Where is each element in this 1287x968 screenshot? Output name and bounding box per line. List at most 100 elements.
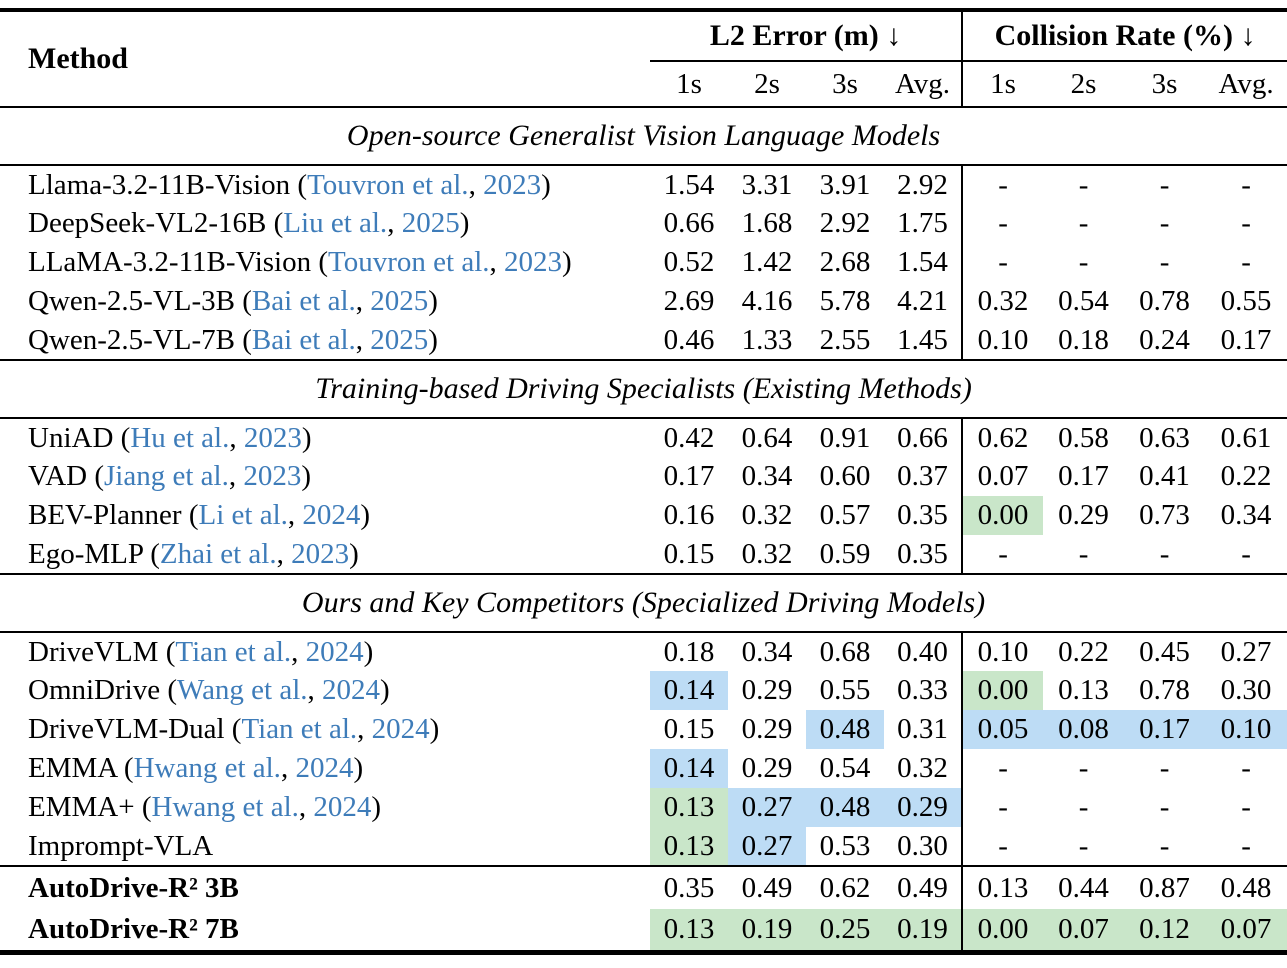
citation-year-link[interactable]: 2024: [305, 635, 364, 668]
citation-year-link[interactable]: 2023: [291, 537, 350, 570]
cr-2s-cell: -: [1078, 537, 1089, 570]
down-arrow-icon: ↓: [886, 19, 902, 52]
l2-avg-cell: 0.29: [884, 788, 963, 827]
method-cell: LLaMA-3.2-11B-Vision (Touvron et al., 20…: [28, 246, 572, 278]
method-cell: Qwen-2.5-VL-7B (Bai et al., 2025): [28, 323, 438, 356]
cr-avg-cell: -: [1241, 791, 1251, 823]
cr-avg-cell: 0.22: [1220, 460, 1272, 492]
table-row: DriveVLM-Dual (Tian et al., 2024) 0.15 0.2…: [0, 710, 1287, 749]
cr-avg-cell: 0.34: [1220, 499, 1272, 531]
citation-link[interactable]: Hwang et al.: [133, 752, 281, 784]
l2-1s-cell: 0.66: [663, 207, 715, 239]
l2-avg-cell: 0.19: [884, 909, 963, 952]
cr-avg-cell: -: [1241, 829, 1251, 862]
l2-2s-header: 2s: [754, 67, 780, 100]
method-cell: BEV-Planner (Li et al., 2024): [28, 499, 371, 531]
l2-error-group-header: L2 Error (m) ↓: [650, 10, 963, 62]
l2-avg-cell: 1.54: [897, 246, 948, 278]
table-row: EMMA (Hwang et al., 2024) 0.14 0.29 0.54 0.3…: [0, 749, 1287, 788]
cr-3s-cell: 0.41: [1139, 460, 1190, 492]
citation-link[interactable]: Zhai et al.: [159, 537, 277, 570]
citation-year-link[interactable]: 2024: [313, 791, 372, 823]
citation-link[interactable]: Bai et al.: [251, 285, 356, 317]
citation-link[interactable]: Hu et al.: [130, 421, 230, 454]
citation-link[interactable]: Liu et al.: [283, 207, 388, 239]
l2-2s-cell: 0.32: [741, 537, 793, 570]
citation-link[interactable]: Tian et al.: [175, 635, 292, 668]
l2-3s-cell: 0.62: [806, 865, 884, 909]
citation-year-link[interactable]: 2024: [371, 713, 430, 745]
cr-3s-cell: -: [1159, 752, 1170, 784]
cr-avg-cell: 0.07: [1205, 909, 1287, 952]
l2-3s-cell: 0.59: [819, 537, 871, 570]
citation-link[interactable]: Li et al.: [198, 499, 288, 531]
method-name: LLaMA-3.2-11B-Vision: [28, 246, 312, 278]
l2-avg-cell: 0.32: [897, 752, 948, 784]
l2-avg-cell: 4.21: [897, 285, 948, 317]
citation-link[interactable]: Bai et al.: [251, 323, 356, 356]
cr-3s-cell: 0.24: [1139, 323, 1190, 356]
cr-2s-cell: 0.13: [1058, 674, 1109, 706]
citation-link[interactable]: Touvron et al.: [328, 246, 490, 278]
citation-link[interactable]: Jiang et al.: [104, 460, 229, 492]
cr-3s-cell: -: [1159, 537, 1170, 570]
cr-2s-cell: 0.07: [1043, 909, 1125, 952]
citation-year-link[interactable]: 2024: [302, 499, 361, 531]
citation-year-link[interactable]: 2023: [483, 168, 542, 201]
citation-year-link[interactable]: 2025: [370, 285, 429, 317]
citation-year-link[interactable]: 2023: [504, 246, 563, 278]
cr-2s-cell: 0.22: [1058, 635, 1109, 668]
table-row: AutoDrive-R² 3B 0.35 0.49 0.62 0.49 0.13 0.44 0…: [0, 865, 1287, 909]
l2-1s-cell: 0.18: [663, 635, 715, 668]
citation-link[interactable]: Hwang et al.: [151, 791, 299, 823]
cr-3s-cell: 0.78: [1139, 285, 1190, 317]
l2-avg-cell: 0.66: [897, 421, 948, 454]
section-title: Open-source Generalist Vision Language M…: [0, 106, 1287, 166]
cr-2s-cell: 0.58: [1058, 421, 1109, 454]
l2-avg-cell: 0.30: [897, 829, 948, 862]
l2-3s-cell: 0.91: [819, 421, 871, 454]
cr-1s-cell: -: [961, 788, 1044, 827]
l2-2s-cell: 0.29: [741, 752, 793, 784]
citation-year-link[interactable]: 2023: [243, 421, 302, 454]
l2-2s-cell: 0.49: [728, 865, 806, 909]
citation-link[interactable]: Touvron et al.: [307, 168, 469, 201]
cr-3s-cell: -: [1159, 829, 1170, 862]
citation-link[interactable]: Tian et al.: [241, 713, 358, 745]
l2-avg-cell: 0.37: [897, 460, 948, 492]
l2-2s-cell: 1.42: [741, 246, 793, 278]
table-row: VAD (Jiang et al., 2023) 0.17 0.34 0.60 0.37…: [0, 457, 1287, 496]
l2-1s-cell: 0.17: [663, 460, 715, 492]
table-row: DeepSeek-VL2-16B (Liu et al., 2025) 0.66 1…: [0, 204, 1287, 243]
l2-2s-cell: 0.34: [741, 635, 793, 668]
l2-3s-cell: 2.68: [819, 246, 871, 278]
l2-3s-cell: 0.57: [819, 499, 871, 531]
citation-year-link[interactable]: 2025: [401, 207, 460, 239]
l2-1s-cell: 0.15: [663, 537, 715, 570]
table-header: Method L2 Error (m) ↓ Collision Rate (%)…: [0, 10, 1287, 107]
l2-2s-cell: 0.32: [741, 499, 793, 531]
header-row-groups: Method L2 Error (m) ↓ Collision Rate (%)…: [0, 10, 1287, 75]
cr-avg-cell: 0.61: [1220, 421, 1272, 454]
citation-year-link[interactable]: 2025: [370, 323, 429, 356]
l2-3s-cell: 0.48: [806, 710, 884, 749]
method-column-header: Method: [28, 42, 128, 75]
cr-2s-cell: 0.18: [1058, 323, 1109, 356]
citation-year-link[interactable]: 2024: [295, 752, 354, 784]
table-row: Ego-MLP (Zhai et al., 2023) 0.15 0.32 0.59 0…: [0, 535, 1287, 574]
method-name: Llama-3.2-11B-Vision: [28, 168, 291, 201]
method-name: DeepSeek-VL2-16B: [28, 207, 267, 239]
cr-3s-cell: 0.87: [1124, 865, 1206, 909]
citation-year-link[interactable]: 2023: [243, 460, 302, 492]
method-name: EMMA: [28, 752, 117, 784]
method-name: Imprompt-VLA: [28, 829, 214, 862]
l2-3s-header: 3s: [832, 67, 858, 100]
citation-year-link[interactable]: 2024: [322, 674, 381, 706]
cr-3s-header: 3s: [1151, 67, 1178, 100]
cr-avg-cell: -: [1241, 246, 1251, 278]
method-name: AutoDrive-R² 7B: [28, 912, 239, 945]
l2-1s-cell: 0.13: [650, 788, 728, 827]
cr-1s-cell: -: [961, 165, 1044, 204]
l2-1s-cell: 0.13: [650, 827, 728, 866]
citation-link[interactable]: Wang et al.: [177, 674, 308, 706]
